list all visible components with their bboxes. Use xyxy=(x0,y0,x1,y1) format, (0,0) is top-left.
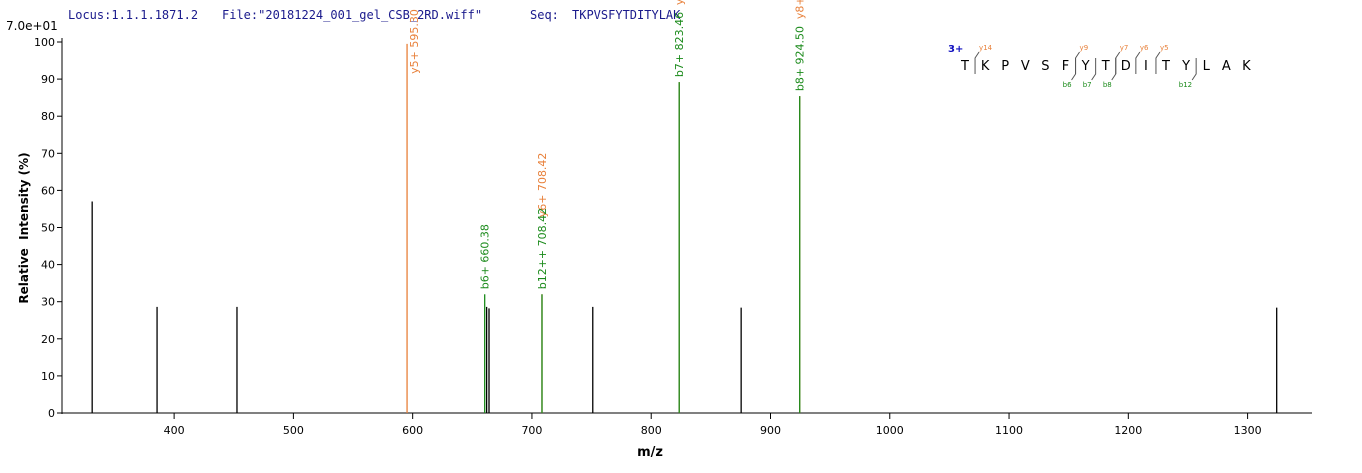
b-cleavage xyxy=(1111,58,1117,81)
y-tick-label: 80 xyxy=(41,110,55,123)
b-ion-label: b6 xyxy=(1063,81,1072,89)
residue: D xyxy=(1121,59,1131,74)
y-axis-label: Relative Intensity (%) xyxy=(17,152,31,303)
y-tick-label: 90 xyxy=(41,73,55,86)
y-cleavage xyxy=(1155,51,1161,74)
residue: A xyxy=(1222,59,1231,74)
y-ion-label: y14 xyxy=(979,44,993,52)
y-tick-label: 10 xyxy=(41,370,55,383)
residue: Y xyxy=(1081,59,1090,74)
y-ion-label: y6 xyxy=(1140,44,1149,52)
y-ion-label: y7 xyxy=(1120,44,1129,52)
y-tick-label: 100 xyxy=(34,36,55,49)
residue: V xyxy=(1021,59,1030,74)
b-cleavage xyxy=(1071,58,1077,81)
b-cleavage xyxy=(1091,58,1097,81)
scale-label: 7.0e+01 xyxy=(6,19,58,33)
y-cleavage xyxy=(1115,51,1121,74)
peak-label: y7+ 823.46 xyxy=(673,0,686,5)
y-ion-label: y5 xyxy=(1160,44,1169,52)
x-tick-label: 400 xyxy=(164,424,185,437)
seq: TKPVSFYTDITYLAK xyxy=(572,8,681,22)
peak-label: b12++ 708.42 xyxy=(536,208,549,289)
x-tick-label: 800 xyxy=(641,424,662,437)
x-tick-label: 1100 xyxy=(995,424,1023,437)
peak-label: b8+ 924.50 xyxy=(794,26,807,91)
seq-label: Seq: xyxy=(530,8,559,22)
residue: P xyxy=(1001,59,1009,74)
y-cleavage xyxy=(974,51,980,74)
residue: F xyxy=(1062,59,1069,74)
x-tick-label: 700 xyxy=(521,424,542,437)
y-tick-label: 40 xyxy=(41,259,55,272)
residue: L xyxy=(1203,59,1211,74)
b-ion-label: b7 xyxy=(1083,81,1092,89)
y-tick-label: 60 xyxy=(41,184,55,197)
peak-label: b7+ 823.46 xyxy=(673,12,686,77)
b-ion-label: b8 xyxy=(1103,81,1112,89)
x-axis-label: m/z xyxy=(637,445,663,460)
residue: T xyxy=(960,59,969,74)
residue: T xyxy=(1161,59,1170,74)
peak-label: b6+ 660.38 xyxy=(479,224,492,289)
x-tick-label: 900 xyxy=(760,424,781,437)
y-tick-label: 30 xyxy=(41,296,55,309)
y-cleavage xyxy=(1075,51,1080,74)
b-ion-label: b12 xyxy=(1179,81,1192,89)
x-tick-label: 1200 xyxy=(1114,424,1142,437)
residue: S xyxy=(1041,59,1049,74)
charge: 3+ xyxy=(948,44,963,55)
peak-label: y5+ 595.30 xyxy=(408,9,421,74)
x-tick-label: 600 xyxy=(402,424,423,437)
b-cleavage xyxy=(1191,58,1197,81)
residue: K xyxy=(1242,59,1251,74)
residue: K xyxy=(981,59,990,74)
x-tick-label: 1000 xyxy=(876,424,904,437)
file: File:"20181224_001_gel_CSB_2RD.wiff" xyxy=(222,8,482,22)
residue: I xyxy=(1144,59,1148,74)
x-tick-label: 500 xyxy=(283,424,304,437)
y-tick-label: 0 xyxy=(48,407,55,420)
residue: Y xyxy=(1181,59,1190,74)
locus: Locus:1.1.1.1871.2 xyxy=(68,8,198,22)
y-ion-label: y9 xyxy=(1080,44,1089,52)
y-tick-label: 50 xyxy=(41,222,55,235)
residue: T xyxy=(1101,59,1110,74)
y-tick-label: 70 xyxy=(41,147,55,160)
peak-label: y6+ 708.42 xyxy=(536,153,549,218)
y-cleavage xyxy=(1135,51,1141,74)
x-tick-label: 1300 xyxy=(1234,424,1262,437)
peak-label: y8+ 924.50 xyxy=(794,0,807,19)
y-tick-label: 20 xyxy=(41,333,55,346)
